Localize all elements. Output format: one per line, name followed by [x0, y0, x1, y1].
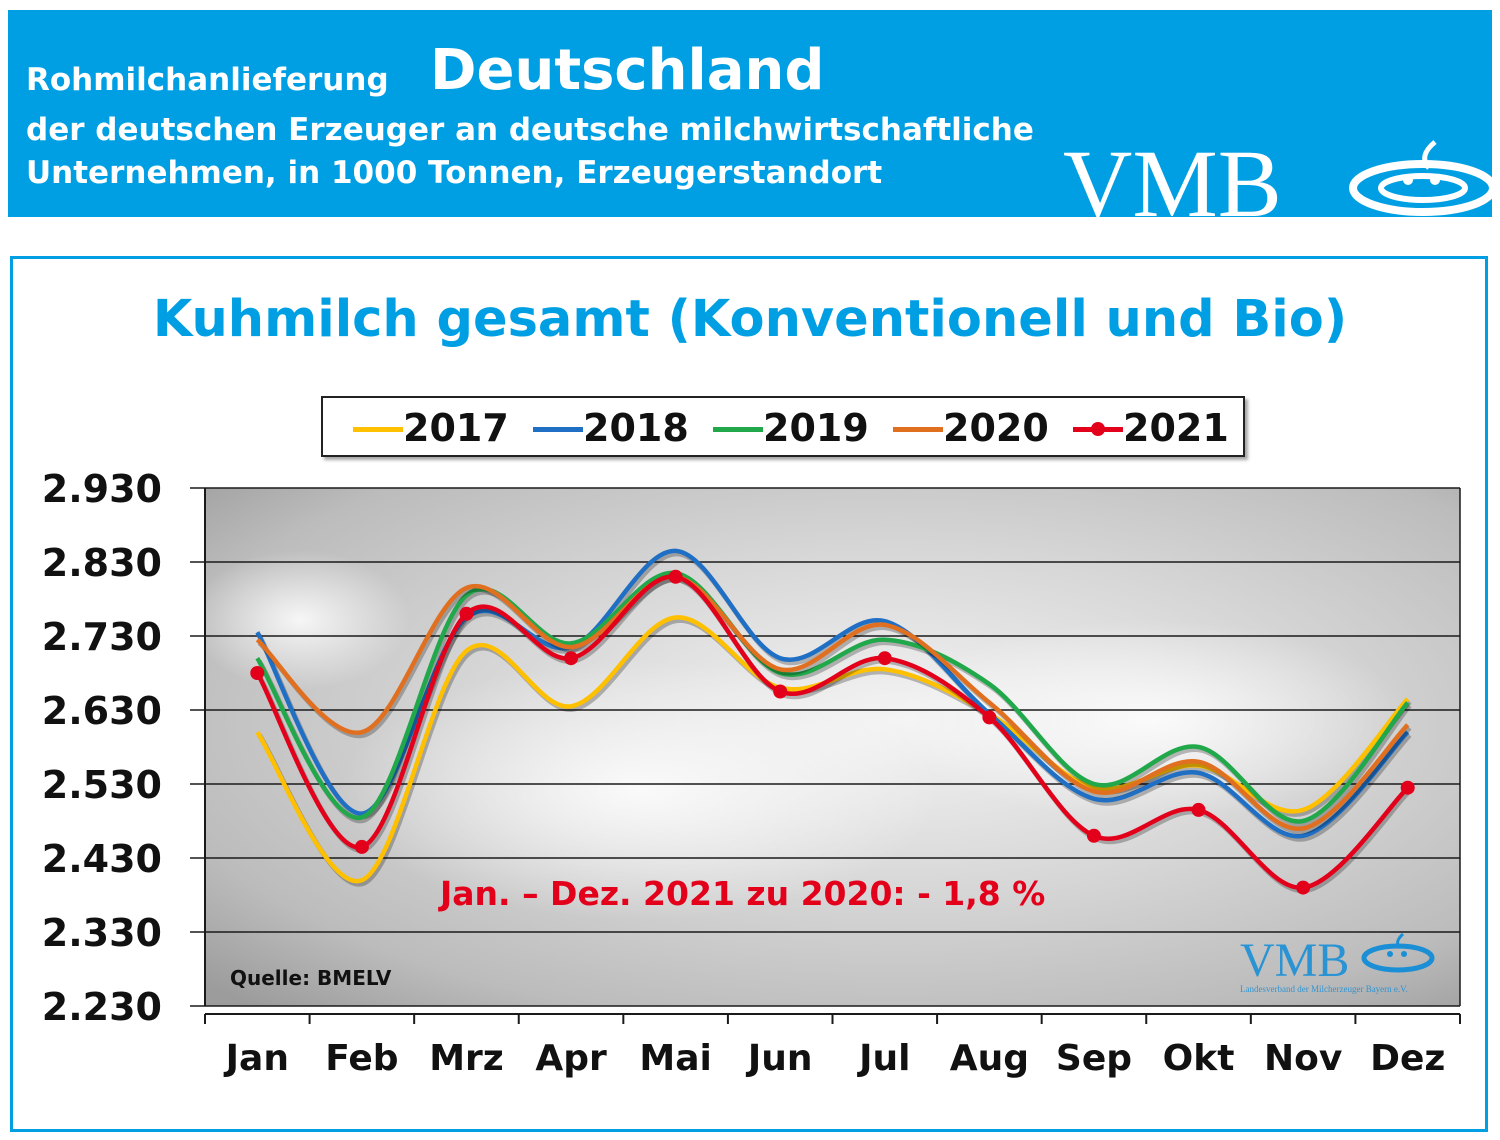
y-tick-label: 2.630 [42, 689, 162, 733]
legend: 2017 2018 2019 2020 2021 [321, 396, 1245, 457]
vmb-logo: VMB [1063, 130, 1493, 220]
banner-country: Deutschland [430, 38, 825, 103]
x-tick-label: Jul [856, 1038, 910, 1079]
series-line-2019 [255, 570, 1410, 824]
watermark-logo-text: VMB [1240, 934, 1349, 987]
x-tick-label: Apr [535, 1038, 607, 1079]
x-tick-label: Dez [1370, 1038, 1445, 1079]
y-tick-label: 2.430 [42, 837, 162, 881]
y-tick-label: 2.730 [42, 615, 162, 659]
y-tick-label: 2.830 [42, 541, 162, 585]
chart-annotation: Jan. – Dez. 2021 zu 2020: - 1,8 % [440, 874, 1046, 913]
x-axis: Jan Feb Mrz Apr Mai Jun Jul Aug Sep Okt Nov Dez [204, 1013, 1461, 1079]
y-tick-label: 2.530 [42, 763, 162, 807]
data-point-2021 [982, 710, 997, 725]
data-point-2021 [1086, 828, 1101, 843]
data-point-2021 [1400, 780, 1415, 795]
x-tick-label: Jan [223, 1038, 289, 1079]
milk-drop-icon [1361, 932, 1435, 973]
x-tick-label: Jun [745, 1038, 813, 1079]
chart-title: Kuhmilch gesamt (Konventionell und Bio) [152, 290, 1348, 349]
header-banner: Rohmilchanlieferung Deutschland der deut… [8, 10, 1493, 220]
data-point-2021 [354, 839, 369, 854]
x-tick-label: Nov [1264, 1038, 1342, 1079]
legend-label-2017: 2017 [403, 406, 509, 450]
legend-swatch-2019 [713, 427, 763, 432]
banner-subtitle-line-2: Unternehmen, in 1000 Tonnen, Erzeugersta… [26, 155, 883, 191]
y-tick-label: 2.230 [42, 985, 162, 1029]
series-2020 [255, 574, 1412, 835]
data-point-2021 [250, 666, 265, 680]
data-point-2021 [1296, 880, 1311, 895]
series-lines [250, 548, 1415, 895]
data-point-2021 [564, 651, 579, 666]
legend-label-2019: 2019 [763, 406, 869, 450]
vmb-logo-text: VMB [1063, 130, 1282, 220]
legend-swatch-2020 [893, 427, 943, 432]
series-2021 [250, 569, 1415, 895]
legend-swatch-2018 [533, 427, 583, 432]
banner-subtitle-line-1: der deutschen Erzeuger an deutsche milch… [26, 112, 1034, 148]
plot-area [190, 488, 1460, 1006]
milk-drop-icon [1349, 140, 1493, 216]
data-point-2021 [877, 651, 892, 666]
banner-label: Rohmilchanlieferung [26, 62, 389, 98]
legend-label-2020: 2020 [943, 406, 1049, 450]
data-point-2021 [773, 684, 788, 699]
legend-swatch-2017 [353, 427, 403, 432]
series-line-2018 [255, 548, 1410, 839]
data-point-2021 [459, 606, 474, 621]
series-line-2020 [255, 574, 1410, 831]
x-tick-label: Feb [325, 1038, 398, 1079]
watermark-tagline: Landesverband der Milcherzeuger Bayern e… [1240, 984, 1408, 994]
x-tick-label: Sep [1056, 1038, 1132, 1079]
watermark-logo: VMB Landesverband der Milcherzeuger Baye… [1240, 932, 1435, 994]
y-axis-ticks: 2.930 2.830 2.730 2.630 2.530 2.430 2.330 2.230 [42, 467, 162, 1029]
source-label: Quelle: BMELV [230, 966, 392, 990]
data-point-2021 [668, 569, 683, 584]
x-tick-label: Okt [1163, 1038, 1235, 1079]
legend-label-2018: 2018 [583, 406, 689, 450]
x-tick-label: Mrz [429, 1038, 504, 1079]
x-tick-label: Mai [639, 1038, 711, 1079]
x-tick-label: Aug [950, 1038, 1029, 1079]
legend-label-2021: 2021 [1123, 406, 1229, 450]
series-2019 [255, 570, 1412, 827]
y-tick-label: 2.330 [42, 911, 162, 955]
chart-frame [10, 256, 1488, 1132]
y-tick-label: 2.930 [42, 467, 162, 511]
legend-marker-2021 [1091, 422, 1105, 436]
data-point-2021 [1191, 802, 1206, 817]
